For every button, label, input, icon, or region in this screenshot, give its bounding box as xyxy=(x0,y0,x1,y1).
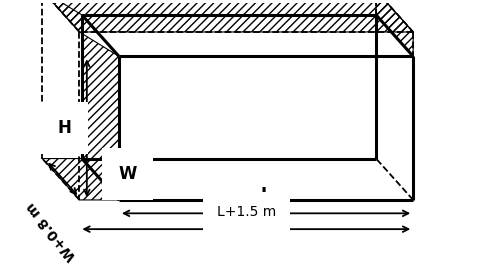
Text: W: W xyxy=(118,165,136,183)
Text: H: H xyxy=(58,119,71,137)
Text: W+0.8 m: W+0.8 m xyxy=(24,199,80,262)
Text: L+1.5 m: L+1.5 m xyxy=(216,205,276,220)
Text: L: L xyxy=(261,186,272,204)
